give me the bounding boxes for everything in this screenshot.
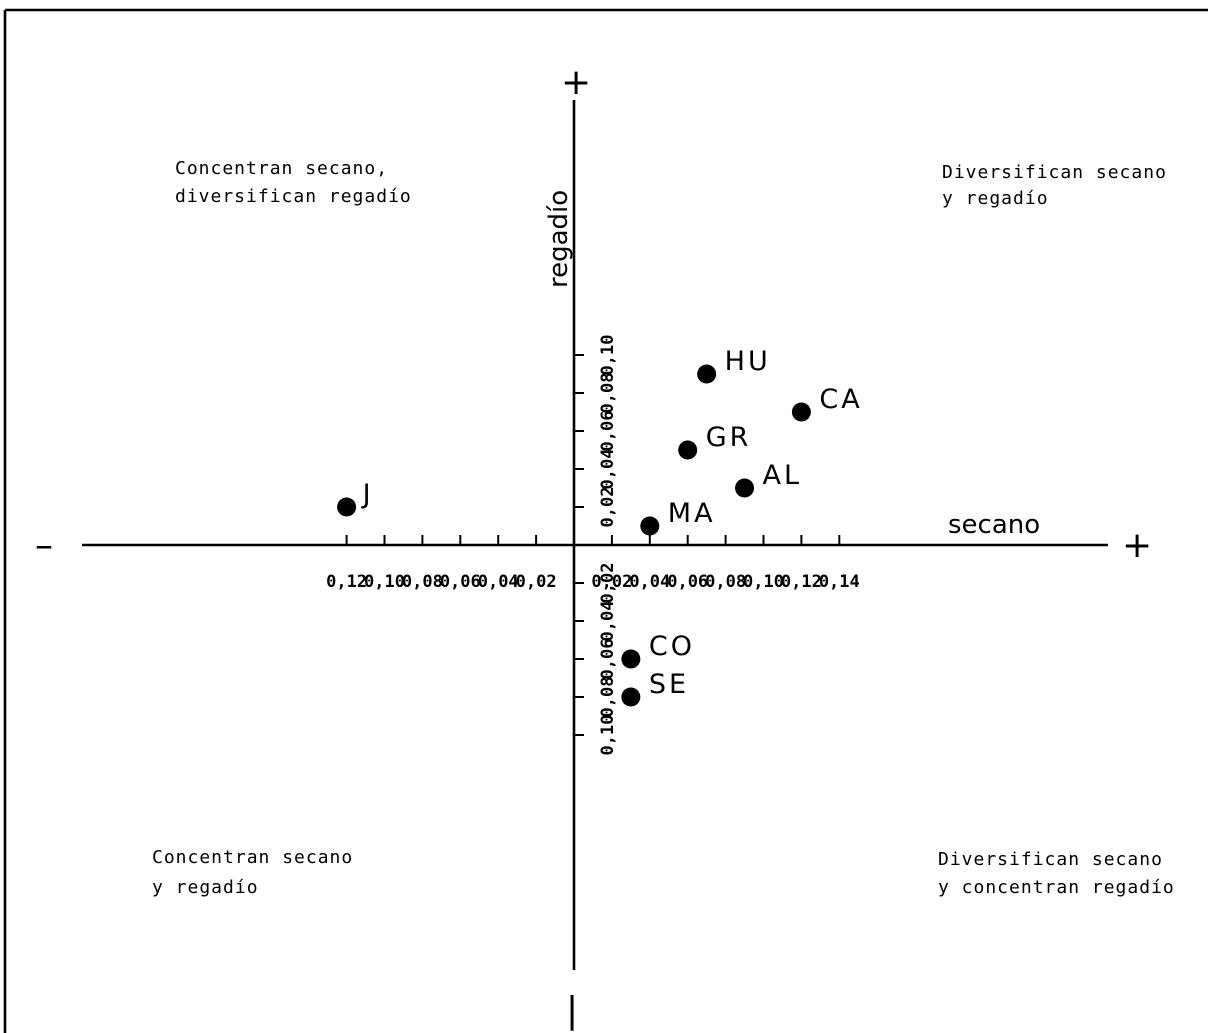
- point-hu: [697, 364, 717, 384]
- point-label-ma: MA: [668, 498, 716, 529]
- x-tick-label: 0,02: [591, 572, 632, 592]
- point-gr: [678, 440, 698, 460]
- x-tick-label: 0,02: [516, 572, 557, 592]
- quadrant-top-right-line-2: y regadío: [942, 188, 1049, 209]
- point-label-se: SE: [649, 669, 689, 700]
- x-negative-sign: –: [35, 525, 53, 566]
- x-tick-label: 0,12: [326, 572, 367, 592]
- point-ma: [640, 516, 660, 536]
- point-label-ca: CA: [819, 384, 862, 415]
- quadrant-bottom-right-line-2: y concentran regadío: [938, 877, 1175, 898]
- x-tick-label: 0,08: [705, 572, 746, 592]
- point-label-hu: HU: [725, 346, 771, 377]
- x-tick-label: 0,08: [402, 572, 443, 592]
- y-tick-label: 0,06: [598, 639, 618, 680]
- y-tick-label: 0,08: [598, 373, 618, 414]
- y-tick-label: 0,04: [598, 449, 618, 490]
- x-tick-label: 0,12: [781, 572, 822, 592]
- point-label-j: J: [361, 479, 374, 510]
- y-axis-title: regadío: [544, 190, 574, 288]
- y-tick-label: 0,10: [598, 335, 618, 376]
- tick-group: 0,120,100,080,060,040,02 0,020,040,060,08…: [326, 335, 860, 756]
- y-tick-label: 0,04: [598, 601, 618, 642]
- x-tick-label: 0,14: [819, 572, 860, 592]
- x-tick-label: 0,06: [667, 572, 708, 592]
- quadrant-top-left-line-2: diversifican regadío: [175, 186, 412, 207]
- x-tick-label: 0,06: [440, 572, 481, 592]
- x-tick-label: 0,10: [743, 572, 784, 592]
- quadrant-top-right-line-1: Diversifican secano: [942, 162, 1167, 183]
- quadrant-bottom-left-line-1: Concentran secano: [152, 847, 353, 868]
- point-ca: [791, 402, 811, 422]
- point-al: [735, 478, 755, 498]
- y-tick-label: 0,02: [598, 487, 618, 528]
- point-label-al: AL: [763, 460, 803, 491]
- y-negative-sign: |: [566, 990, 578, 1031]
- quadrant-top-left-line-1: Concentran secano,: [175, 158, 388, 179]
- quadrant-bottom-left-line-2: y regadío: [152, 877, 259, 898]
- x-tick-label: 0,04: [478, 572, 519, 592]
- y-tick-label: 0,08: [598, 677, 618, 718]
- point-co: [621, 649, 641, 669]
- point-se: [621, 687, 641, 707]
- x-tick-label: 0,04: [629, 572, 670, 592]
- point-label-co: CO: [649, 631, 695, 662]
- point-j: [337, 497, 357, 517]
- x-tick-label: 0,10: [364, 572, 405, 592]
- quadrant-bottom-right-line-1: Diversifican secano: [938, 849, 1163, 870]
- y-positive-sign: +: [561, 62, 591, 103]
- y-tick-label: 0,06: [598, 411, 618, 452]
- x-axis-title: secano: [948, 510, 1040, 540]
- point-label-gr: GR: [706, 422, 752, 453]
- data-points: HU CA GR AL MA J CO SE: [337, 346, 862, 707]
- x-positive-sign: +: [1122, 525, 1152, 566]
- y-tick-label: 0,10: [598, 715, 618, 756]
- y-tick-label: 0,02: [598, 563, 618, 604]
